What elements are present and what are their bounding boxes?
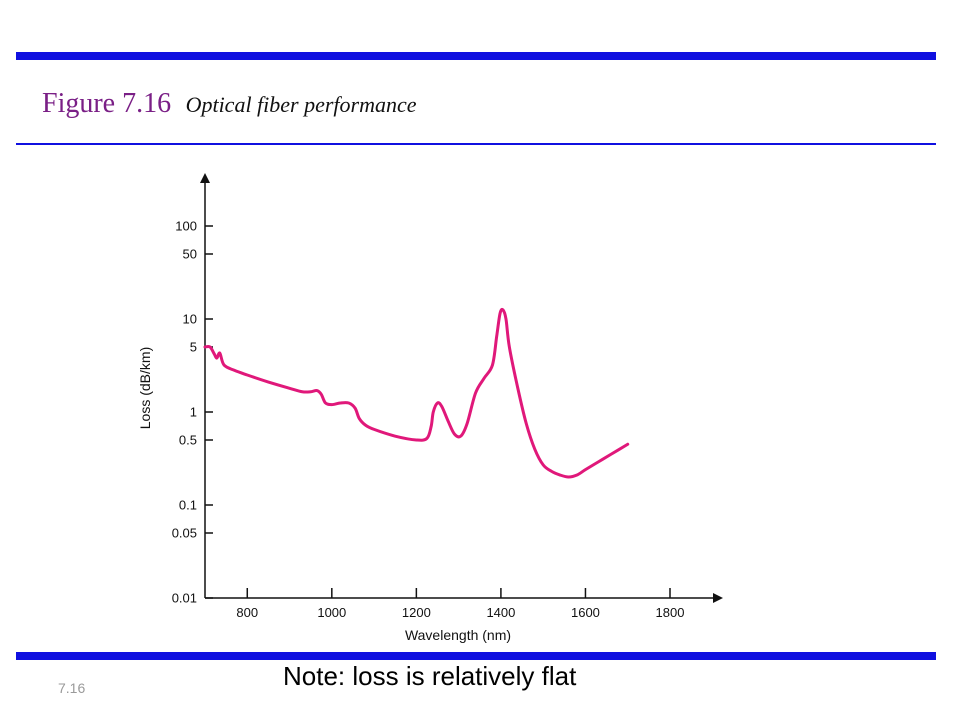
loss-curve xyxy=(203,307,630,479)
figure-title: Figure 7.16 Optical fiber performance xyxy=(42,88,417,120)
y-tick-label: 5 xyxy=(190,339,197,354)
x-axis-title: Wavelength (nm) xyxy=(405,627,511,643)
x-ticks: 800 1000 1200 1400 1600 1800 xyxy=(236,588,684,620)
y-ticks: 0.01 0.05 0.1 0.5 1 5 10 50 100 xyxy=(172,219,213,606)
y-tick-label: 10 xyxy=(183,312,197,327)
slide-number: 7.16 xyxy=(58,680,86,696)
title-rule xyxy=(16,143,936,145)
figure-label: Figure 7.16 xyxy=(42,88,172,119)
x-tick-label: 1800 xyxy=(656,605,685,620)
y-tick-label: 0.01 xyxy=(172,591,197,606)
bottom-rule xyxy=(16,652,936,660)
x-tick-label: 800 xyxy=(236,605,258,620)
x-tick-label: 1200 xyxy=(402,605,431,620)
y-tick-label: 50 xyxy=(183,246,197,261)
y-tick-label: 0.1 xyxy=(179,498,197,513)
x-tick-label: 1400 xyxy=(486,605,515,620)
y-tick-label: 0.5 xyxy=(179,432,197,447)
y-tick-label: 0.05 xyxy=(172,525,197,540)
y-tick-label: 100 xyxy=(175,219,197,234)
top-rule xyxy=(16,52,936,60)
note-text: Note: loss is relatively flat xyxy=(283,661,577,691)
x-tick-label: 1600 xyxy=(571,605,600,620)
y-axis-title: Loss (dB/km) xyxy=(137,347,153,429)
x-tick-label: 1000 xyxy=(317,605,346,620)
y-tick-label: 1 xyxy=(190,405,197,420)
figure-caption: Optical fiber performance xyxy=(185,92,417,117)
